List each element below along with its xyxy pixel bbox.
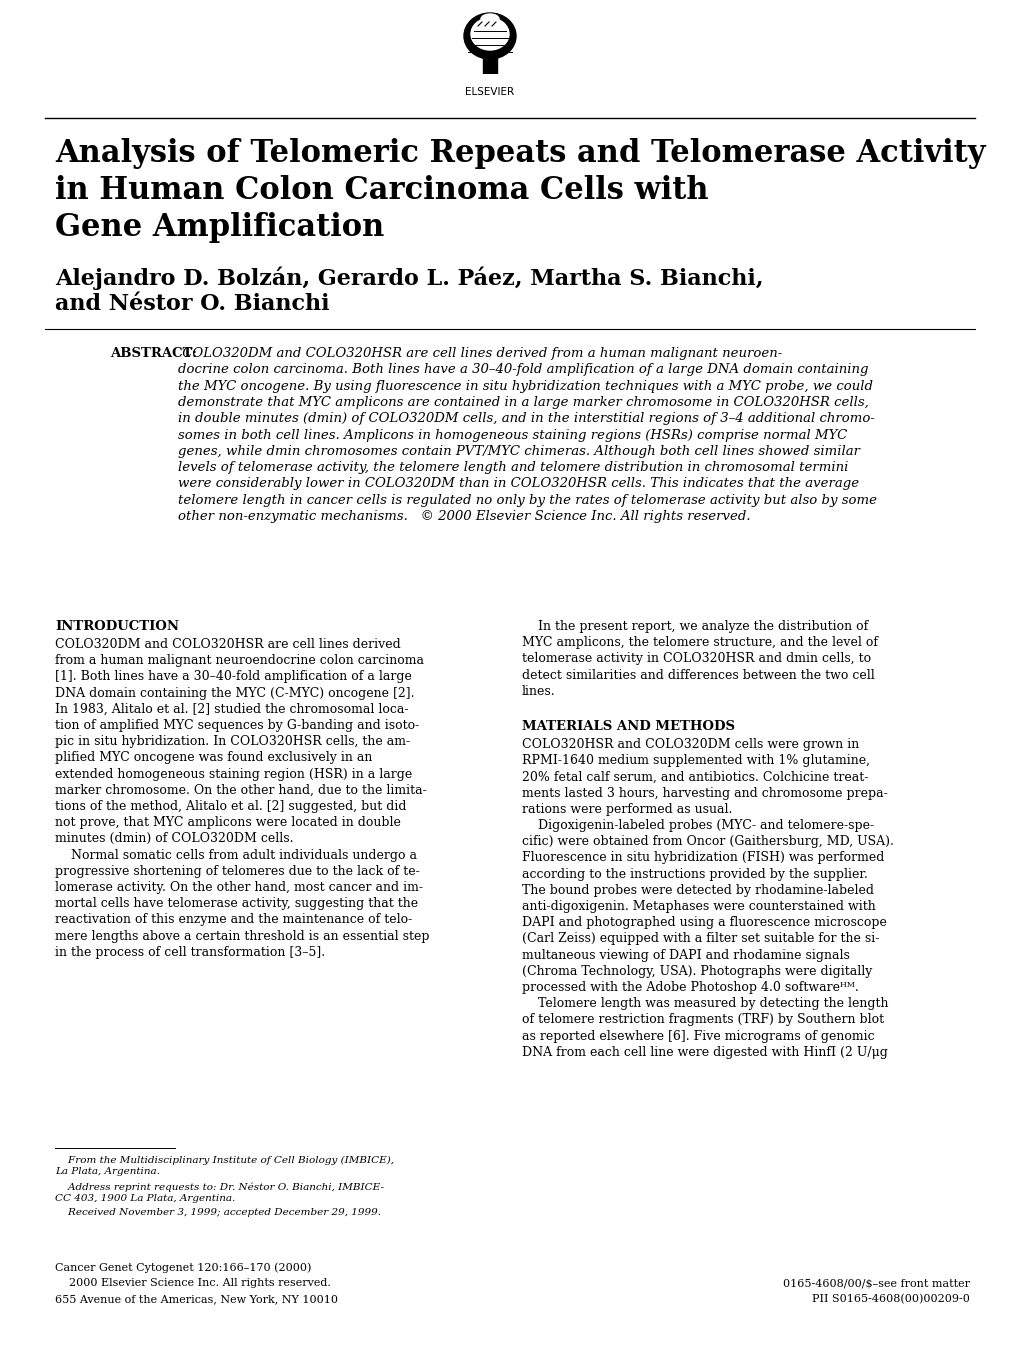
Text: Analysis of Telomeric Repeats and Telomerase Activity: Analysis of Telomeric Repeats and Telome… [55,137,984,169]
Text: and Néstor O. Bianchi: and Néstor O. Bianchi [55,292,329,316]
Text: COLO320DM and COLO320HSR are cell lines derived from a human malignant neuroen-
: COLO320DM and COLO320HSR are cell lines … [178,347,876,524]
Text: Alejandro D. Bolzán, Gerardo L. Páez, Martha S. Bianchi,: Alejandro D. Bolzán, Gerardo L. Páez, Ma… [55,267,763,290]
Text: Cancer Genet Cytogenet 120:166–170 (2000): Cancer Genet Cytogenet 120:166–170 (2000… [55,1262,311,1273]
Ellipse shape [481,14,498,24]
Ellipse shape [471,18,508,50]
Text: Gene Amplification: Gene Amplification [55,212,384,243]
Text: COLO320DM and COLO320HSR are cell lines derived
from a human malignant neuroendo: COLO320DM and COLO320HSR are cell lines … [55,638,429,959]
Text: ELSEVIER: ELSEVIER [465,87,514,97]
Text: From the Multidisciplinary Institute of Cell Biology (IMBICE),
La Plata, Argenti: From the Multidisciplinary Institute of … [55,1156,393,1176]
Text: 0165-4608/00/$–see front matter: 0165-4608/00/$–see front matter [783,1278,969,1288]
Text: COLO320HSR and COLO320DM cells were grown in
RPMI-1640 medium supplemented with : COLO320HSR and COLO320DM cells were grow… [522,738,893,1059]
Text: in Human Colon Carcinoma Cells with: in Human Colon Carcinoma Cells with [55,175,708,205]
Text: MATERIALS AND METHODS: MATERIALS AND METHODS [522,719,735,733]
Text: PII S0165-4608(00)00209-0: PII S0165-4608(00)00209-0 [811,1293,969,1304]
Text: 655 Avenue of the Americas, New York, NY 10010: 655 Avenue of the Americas, New York, NY… [55,1293,337,1304]
Text: Received November 3, 1999; accepted December 29, 1999.: Received November 3, 1999; accepted Dece… [55,1208,381,1217]
Text: In the present report, we analyze the distribution of
MYC amplicons, the telomer: In the present report, we analyze the di… [522,620,877,698]
Text: ABSTRACT:: ABSTRACT: [110,347,197,360]
Text: 2000 Elsevier Science Inc. All rights reserved.: 2000 Elsevier Science Inc. All rights re… [55,1278,330,1288]
Bar [483,54,496,73]
Text: INTRODUCTION: INTRODUCTION [55,620,178,632]
Ellipse shape [464,14,516,58]
Text: Address reprint requests to: Dr. Néstor O. Bianchi, IMBICE-
CC 403, 1900 La Plat: Address reprint requests to: Dr. Néstor … [55,1182,383,1202]
